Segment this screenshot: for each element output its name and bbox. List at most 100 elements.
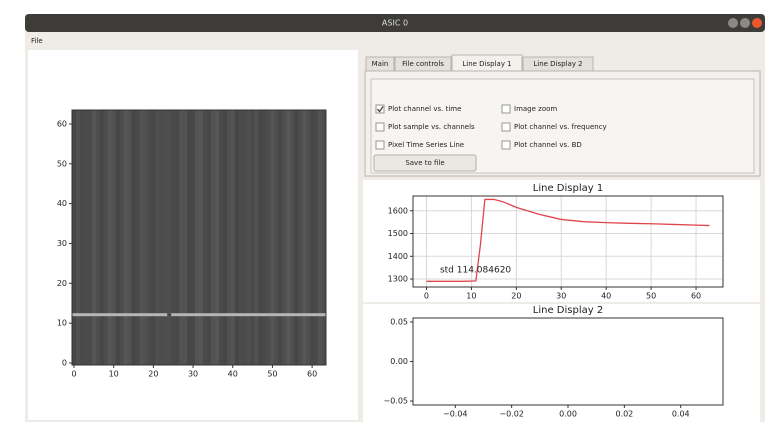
bright-row (72, 313, 326, 316)
y-tick-label: −0.05 (383, 397, 408, 406)
pixel-column (211, 110, 215, 365)
pixel-column (239, 110, 243, 365)
y-tick-label: 1400 (388, 252, 408, 261)
pixel-column (235, 110, 239, 365)
y-tick-label: 0.05 (390, 317, 408, 326)
save-button-label[interactable]: Save to file (405, 159, 444, 167)
x-tick-label: 50 (267, 370, 277, 379)
checkbox-label[interactable]: Plot channel vs. BD (514, 141, 582, 149)
y-tick-label: 1300 (388, 275, 408, 284)
pixel-column (203, 110, 207, 365)
checkbox[interactable] (376, 123, 384, 131)
pixel-column (92, 110, 96, 365)
pixel-column (282, 110, 286, 365)
y-tick-label: 1600 (388, 206, 408, 215)
pixel-column (278, 110, 282, 365)
pixel-column (227, 110, 231, 365)
pixel-column (139, 110, 143, 365)
x-tick-label: 20 (148, 370, 158, 379)
y-tick-label: 50 (57, 159, 67, 168)
minimize-button[interactable] (728, 18, 738, 28)
pixel-column (306, 110, 310, 365)
checkbox[interactable] (376, 141, 384, 149)
pixel-column (163, 110, 167, 365)
pixel-column (195, 110, 199, 365)
tab-label[interactable]: Line Display 2 (533, 60, 582, 68)
x-tick-label: 30 (188, 370, 198, 379)
pixel-column (199, 110, 203, 365)
tab-bar: Main File controls Line Display 1 Line Disp… (366, 55, 593, 71)
tab-label[interactable]: File controls (402, 60, 444, 68)
pixel-column (159, 110, 163, 365)
pixel-column (286, 110, 290, 365)
pixel-column (314, 110, 318, 365)
checkbox[interactable] (502, 105, 510, 113)
pixel-column (270, 110, 274, 365)
checkbox-label[interactable]: Plot channel vs. time (388, 105, 461, 113)
checkbox-label[interactable]: Plot channel vs. frequency (514, 123, 607, 131)
x-tick-label: 10 (466, 292, 476, 301)
pixel-column (191, 110, 195, 365)
x-tick-label: −0.02 (499, 410, 524, 419)
x-tick-label: 0 (424, 292, 429, 301)
checkbox-label[interactable]: Image zoom (514, 105, 557, 113)
checkbox[interactable] (502, 123, 510, 131)
close-button[interactable] (752, 18, 762, 28)
checkbox-label[interactable]: Plot sample vs. channels (388, 123, 475, 131)
pixel-column (112, 110, 116, 365)
pixel-column (175, 110, 179, 365)
pixel-column (116, 110, 120, 365)
tab-label[interactable]: Line Display 1 (462, 60, 511, 68)
line-canvas-2 (363, 304, 760, 422)
y-tick-label: 20 (57, 279, 67, 288)
pixel-column (100, 110, 104, 365)
pixel-column (310, 110, 314, 365)
y-tick-label: 0 (62, 359, 67, 368)
pixel-column (318, 110, 322, 365)
pixel-column (147, 110, 151, 365)
pixel-column (72, 110, 76, 365)
x-tick-label: 60 (691, 292, 701, 301)
pixel-column (179, 110, 183, 365)
pixel-column (132, 110, 136, 365)
x-tick-label: 0.04 (672, 410, 690, 419)
screen: ASIC 0 File Main File controls Line Displa… (0, 0, 777, 422)
pixel-column (207, 110, 211, 365)
pixel-column (136, 110, 140, 365)
x-tick-label: 0 (71, 370, 76, 379)
pixel-column (251, 110, 255, 365)
pixel-column (215, 110, 219, 365)
pixel-column (263, 110, 267, 365)
x-tick-label: 30 (556, 292, 566, 301)
x-tick-label: −0.04 (443, 410, 468, 419)
y-tick-label: 30 (57, 239, 67, 248)
tab-label[interactable]: Main (372, 60, 389, 68)
window-title: ASIC 0 (382, 19, 408, 28)
pixel-column (104, 110, 108, 365)
y-tick-label: 0.00 (390, 357, 408, 366)
pixel-column (247, 110, 251, 365)
y-tick-label: 60 (57, 119, 67, 128)
y-tick-label: 10 (57, 319, 67, 328)
y-tick-label: 1500 (388, 229, 408, 238)
checkbox-label[interactable]: Pixel Time Series Line (388, 141, 464, 149)
plot-title: Line Display 1 (533, 183, 603, 194)
pixel-column (274, 110, 278, 365)
pixel-column (124, 110, 128, 365)
pixel-column (171, 110, 175, 365)
menu-item[interactable]: File (31, 37, 43, 45)
pixel-column (155, 110, 159, 365)
annotation: std 114.084620 (440, 265, 511, 275)
dark-pixel (167, 313, 171, 316)
pixel-column (151, 110, 155, 365)
pixel-column (302, 110, 306, 365)
pixel-column (76, 110, 80, 365)
x-tick-label: 0.02 (615, 410, 633, 419)
x-tick-label: 40 (228, 370, 238, 379)
maximize-button[interactable] (740, 18, 750, 28)
x-tick-label: 60 (307, 370, 317, 379)
pixel-column (80, 110, 84, 365)
pixel-column (298, 110, 302, 365)
checkbox[interactable] (502, 141, 510, 149)
pixel-column (120, 110, 124, 365)
